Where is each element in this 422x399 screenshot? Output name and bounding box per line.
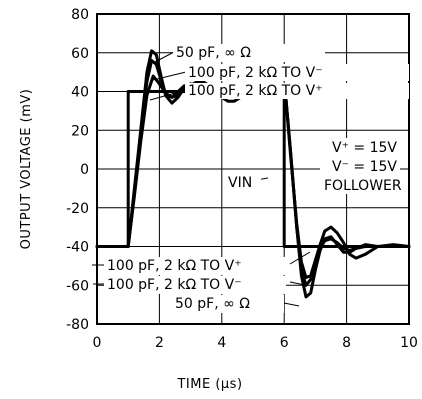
x-tick-label: 10 [400, 335, 418, 351]
annotation-leader-line [154, 51, 175, 63]
annotation-vin: VIN [228, 175, 252, 191]
annotations: 50 pF, ∞ Ω 100 pF, 2 kΩ TO V⁻ 100 pF, 2 … [104, 44, 409, 313]
tick-labels: 0 2 4 6 8 10 80 60 40 20 0 -20 -40 -60 -80 [66, 7, 418, 351]
y-tick-label: 20 [71, 123, 89, 139]
annotation-bottom-3: 50 pF, ∞ Ω [175, 296, 250, 312]
y-tick-label: 40 [71, 85, 89, 101]
y-tick-label: -80 [66, 317, 89, 333]
annotation-follower: FOLLOWER [324, 178, 402, 194]
y-tick-label: 80 [71, 7, 89, 23]
x-axis-label: TIME (µs) [176, 377, 242, 392]
annotation-top-1: 50 pF, ∞ Ω [176, 45, 251, 61]
annotation-leader-line [283, 302, 300, 307]
annotation-vplus: V⁺ = 15V [332, 140, 397, 156]
x-tick-label: 0 [93, 335, 102, 351]
x-tick-label: 4 [217, 335, 226, 351]
y-tick-label: -20 [66, 201, 89, 217]
annotation-vminus: V⁻ = 15V [332, 159, 397, 175]
annotation-leader-line [289, 281, 306, 286]
x-tick-label: 8 [342, 335, 351, 351]
annotation-leader-line [149, 89, 187, 101]
y-tick-label: 60 [71, 46, 89, 62]
annotation-leader-line [152, 71, 187, 81]
y-tick-label: -40 [66, 240, 89, 256]
y-tick-label: 0 [80, 162, 89, 178]
y-tick-label: -60 [66, 278, 89, 294]
x-tick-label: 6 [280, 335, 289, 351]
annotation-leader-line [289, 251, 311, 265]
plot-frame [96, 13, 410, 325]
annotation-top-3: 100 pF, 2 kΩ TO V⁺ [188, 83, 323, 99]
annotation-bottom-1: 100 pF, 2 kΩ TO V⁺ [107, 258, 242, 274]
annotation-bottom-2: 100 pF, 2 kΩ TO V⁻ [107, 277, 242, 293]
annotation-top-2: 100 pF, 2 kΩ TO V⁻ [188, 65, 323, 81]
y-axis-label: OUTPUT VOLTAGE (mV) [19, 89, 34, 250]
x-tick-label: 2 [155, 335, 164, 351]
